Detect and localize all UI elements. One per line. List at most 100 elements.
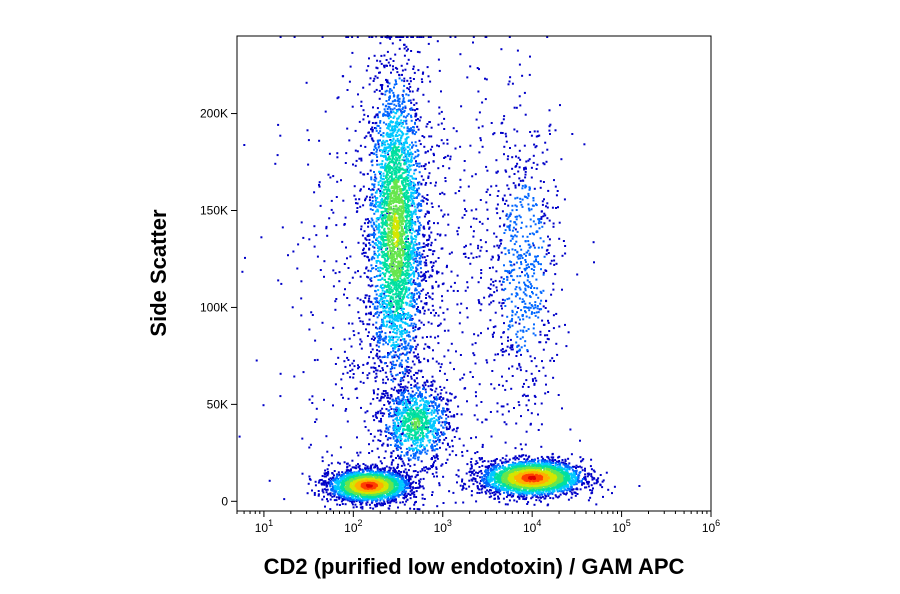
data-point [369,433,372,435]
data-point [392,436,395,438]
data-point [409,475,412,478]
data-point [307,139,310,142]
data-point [442,502,445,504]
data-point [491,486,494,488]
data-point [354,129,357,132]
data-point [414,248,417,251]
data-point [587,485,590,488]
data-point [392,321,395,324]
data-point [516,162,519,165]
data-point [355,500,358,503]
data-point [384,93,387,96]
data-point [438,398,441,400]
data-point [390,367,393,370]
data-point [440,410,443,413]
data-point [409,393,412,396]
data-point [395,457,397,459]
data-point [478,488,481,491]
data-point [587,482,590,485]
data-point [478,220,481,223]
data-point [435,468,438,470]
data-point [383,66,386,69]
data-point [512,253,515,256]
data-point [507,249,510,252]
data-point [300,221,303,224]
data-point [433,396,435,399]
data-point [411,229,414,231]
data-point [514,234,517,237]
data-point [322,491,325,494]
data-point [566,466,569,469]
data-point [484,465,487,468]
data-point [465,210,468,213]
data-point [550,259,553,262]
data-point [418,119,421,122]
data-point [423,234,426,237]
data-point [515,235,518,238]
data-point [537,429,540,431]
data-point [383,313,386,316]
data-point [383,412,386,415]
data-point [330,208,333,211]
data-point [380,292,383,295]
data-point [341,471,344,474]
data-point [430,311,432,314]
data-point [507,216,510,219]
data-point [523,461,526,464]
data-point [397,424,400,427]
data-point [511,82,514,85]
data-point [373,305,376,308]
data-point [461,478,464,481]
data-point [418,225,420,228]
data-point [418,162,421,165]
data-point [301,437,304,440]
data-point [414,150,417,153]
data-point [527,409,530,412]
data-point [549,123,552,126]
data-point [368,470,371,472]
data-point [510,387,513,390]
data-point [538,218,541,220]
data-point [418,226,421,229]
data-point [407,392,410,395]
data-point [396,494,399,497]
data-point [536,307,539,310]
data-point [402,141,405,144]
data-point [438,435,441,438]
data-point [372,267,375,270]
data-point [527,328,530,331]
data-point [361,501,364,504]
data-point [529,296,532,298]
data-point [377,439,380,442]
data-point [534,314,537,317]
data-point [379,360,382,363]
data-point [421,81,424,83]
data-point [447,349,450,352]
data-point [424,213,427,216]
data-point [376,159,378,162]
data-point [416,125,419,128]
data-point [525,272,528,275]
data-point [368,503,371,506]
data-point [435,456,438,459]
data-point [403,316,405,319]
data-point [591,478,594,481]
data-point [413,493,416,496]
data-point [521,205,524,208]
data-point [333,499,336,502]
data-point [318,181,321,184]
data-point [403,43,406,46]
data-point [390,395,393,398]
data-point [389,300,392,303]
data-point [342,472,345,475]
data-point [373,435,376,438]
data-point [403,160,406,163]
data-point [545,160,548,163]
data-point [520,226,523,229]
data-point [393,86,395,89]
data-point [378,111,381,114]
data-point [382,178,385,181]
data-point [379,120,382,122]
data-point [366,172,369,175]
data-point [375,415,378,418]
